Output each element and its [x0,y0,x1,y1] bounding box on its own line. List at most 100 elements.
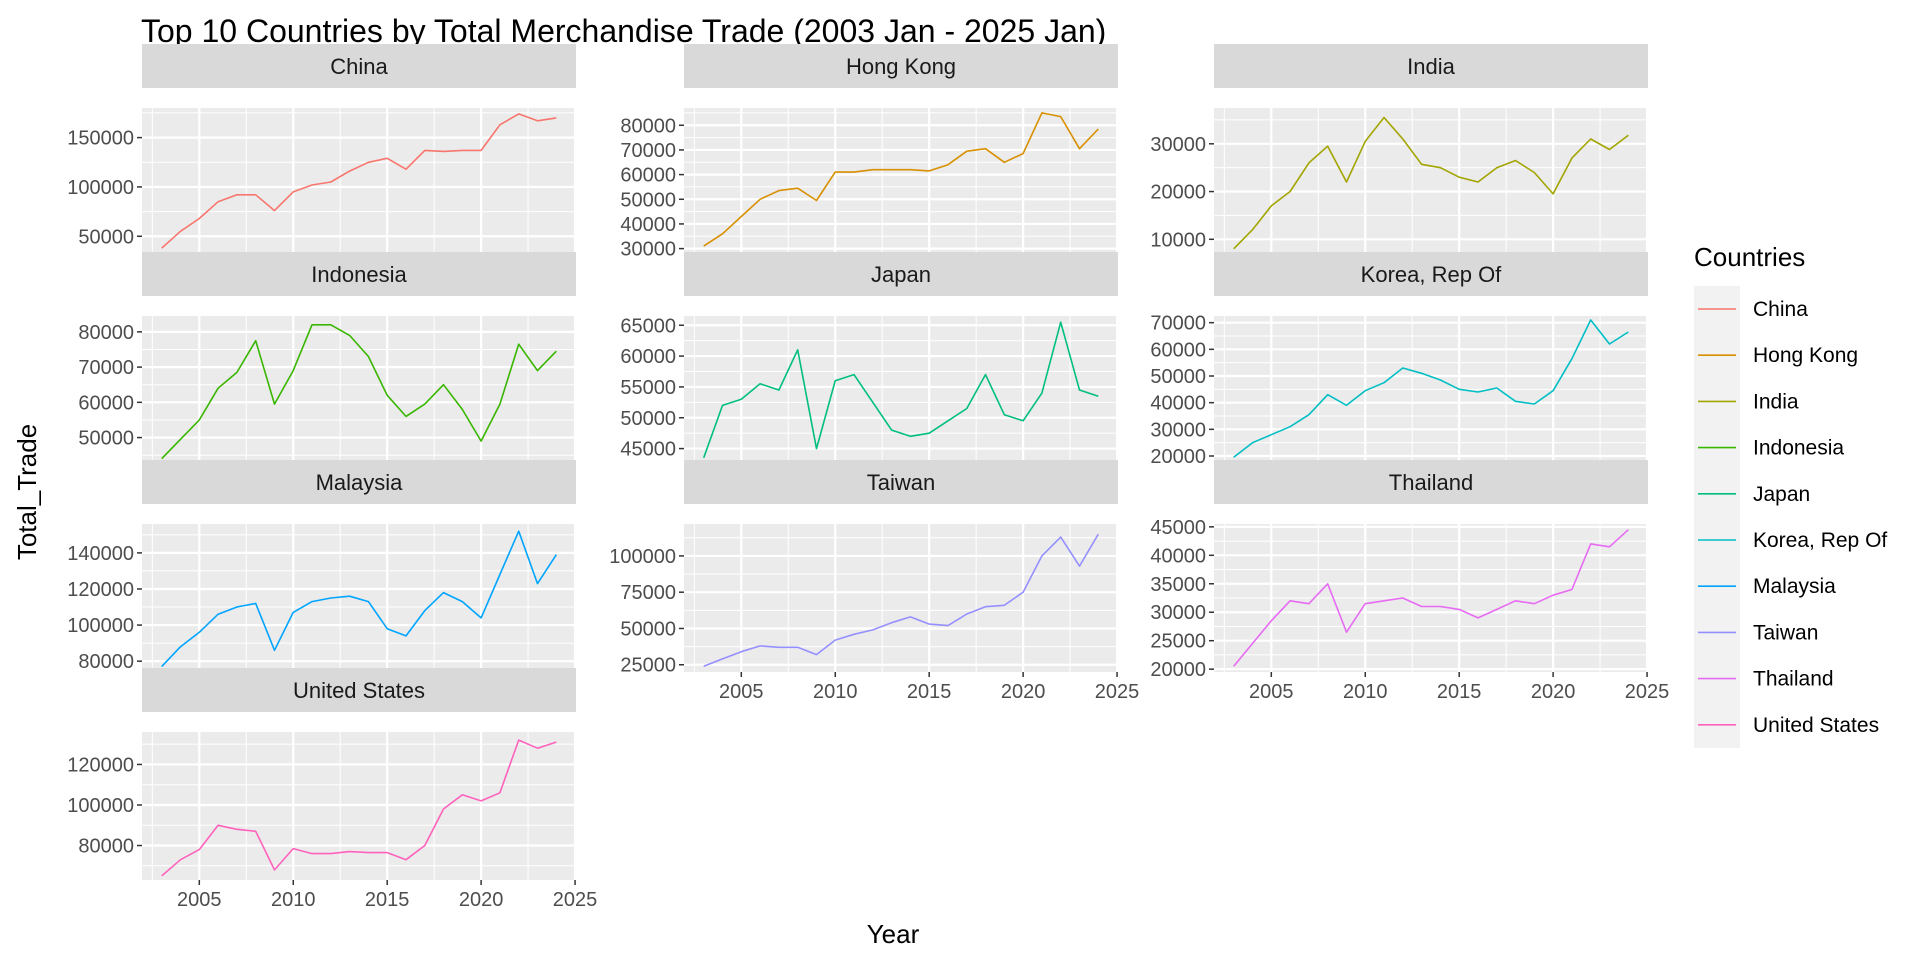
strip-label-japan: Japan [871,262,931,287]
series-line-korea-rep-of [1233,319,1629,458]
legend-label: China [1753,298,1808,321]
x-tick-label: 2005 [719,681,764,703]
legend-label: Korea, Rep Of [1753,529,1887,552]
x-tick-label: 2020 [1001,681,1046,703]
y-tick-label: 100000 [67,177,134,199]
y-tick-label: 40000 [1150,393,1206,415]
strip-background [684,44,1118,88]
strip-label-china: China [330,54,388,79]
legend-item-india: India [1698,390,1799,413]
legend-label: Taiwan [1753,621,1818,644]
y-tick-label: 30000 [1150,602,1206,624]
series-line-thailand [1233,529,1629,667]
series-line-india [1233,116,1629,250]
panel-indonesia: Indonesia 50000 60000 70000 80000 [78,252,577,464]
y-tick-label: 40000 [1150,545,1206,567]
y-tick-label: 70000 [1150,313,1206,335]
panel-background [1214,316,1648,464]
panel-background [684,316,1118,464]
y-tick-label: 120000 [67,579,134,601]
y-tick-label: 10000 [1150,229,1206,251]
series-line-united-states [161,739,557,877]
legend-item-thailand: Thailand [1698,668,1834,691]
x-tick-label: 2020 [459,889,504,911]
legend: Countries China Hong Kong India Indonesia Jap… [1694,242,1887,748]
series-line-hong-kong [703,112,1099,247]
y-tick-label: 20000 [1150,659,1206,681]
strip-label-india: India [1407,54,1455,79]
y-tick-label: 100000 [609,546,676,568]
series-line-china [161,113,557,249]
y-tick-label: 150000 [67,128,134,150]
strip-background [684,460,1118,504]
legend-label: Indonesia [1753,437,1844,460]
panel-thailand: Thailand 20000 25000 30000 35000 40000 45000 20… [1150,460,1669,703]
legend-item-korea-rep-of: Korea, Rep Of [1698,529,1887,552]
legend-label: Hong Kong [1753,344,1858,367]
y-tick-label: 70000 [620,140,676,162]
strip-label-korea-rep-of: Korea, Rep Of [1361,262,1503,287]
strip-label-indonesia: Indonesia [311,262,407,287]
legend-key-background [1694,286,1740,748]
legend-label: Malaysia [1753,575,1836,598]
legend-title: Countries [1694,242,1805,272]
panel-united-states: United States 80000 100000 120000 2005 2010 20… [67,668,597,911]
x-tick-label: 2015 [1437,681,1482,703]
y-tick-label: 20000 [1150,446,1206,468]
y-tick-label: 80000 [78,651,134,673]
legend-label: Japan [1753,483,1810,506]
panel-background [142,316,576,464]
panel-taiwan: Taiwan 25000 50000 75000 100000 2005 2010 2015 2… [609,460,1139,703]
y-tick-label: 50000 [1150,366,1206,388]
y-tick-label: 55000 [620,377,676,399]
y-tick-label: 70000 [78,357,134,379]
facet-panels: China 50000 100000 150000 Hong Kong 30000 4000… [67,44,1669,911]
legend-item-united-states: United States [1698,714,1879,737]
y-tick-label: 50000 [620,408,676,430]
x-tick-label: 2015 [907,681,952,703]
y-tick-label: 40000 [620,214,676,236]
strip-label-taiwan: Taiwan [867,470,935,495]
strip-label-thailand: Thailand [1389,470,1473,495]
y-tick-label: 80000 [78,322,134,344]
y-axis-title: Total_Trade [12,424,42,560]
y-tick-label: 25000 [1150,631,1206,653]
strip-background [684,252,1118,296]
chart-title: Top 10 Countries by Total Merchandise Tr… [141,13,1106,49]
y-tick-label: 80000 [78,836,134,858]
legend-item-japan: Japan [1698,483,1810,506]
panel-background [1214,108,1648,256]
y-tick-label: 100000 [67,615,134,637]
x-tick-label: 2005 [1249,681,1294,703]
panel-background [142,108,576,256]
panel-background [142,524,576,672]
panel-china: China 50000 100000 150000 [67,44,577,256]
y-tick-label: 60000 [78,392,134,414]
x-tick-label: 2025 [1625,681,1670,703]
strip-label-malaysia: Malaysia [316,470,404,495]
strip-background [1214,460,1648,504]
panel-india: India 10000 20000 30000 [1150,44,1649,256]
y-tick-label: 60000 [1150,339,1206,361]
y-tick-label: 30000 [620,239,676,261]
x-tick-label: 2010 [271,889,316,911]
y-tick-label: 50000 [78,428,134,450]
series-line-malaysia [161,530,557,668]
y-tick-label: 20000 [1150,182,1206,204]
series-line-japan [702,321,1099,459]
y-tick-label: 75000 [620,582,676,604]
panel-malaysia: Malaysia 80000 100000 120000 140000 [67,460,577,673]
x-tick-label: 2005 [177,889,222,911]
strip-background [142,668,576,712]
y-tick-label: 100000 [67,795,134,817]
y-tick-label: 80000 [620,115,676,137]
x-tick-label: 2010 [1343,681,1388,703]
strip-label-united-states: United States [293,678,425,703]
panel-background [684,108,1118,256]
y-tick-label: 65000 [620,315,676,337]
y-tick-label: 140000 [67,543,134,565]
y-tick-label: 120000 [67,754,134,776]
x-tick-label: 2025 [1095,681,1140,703]
